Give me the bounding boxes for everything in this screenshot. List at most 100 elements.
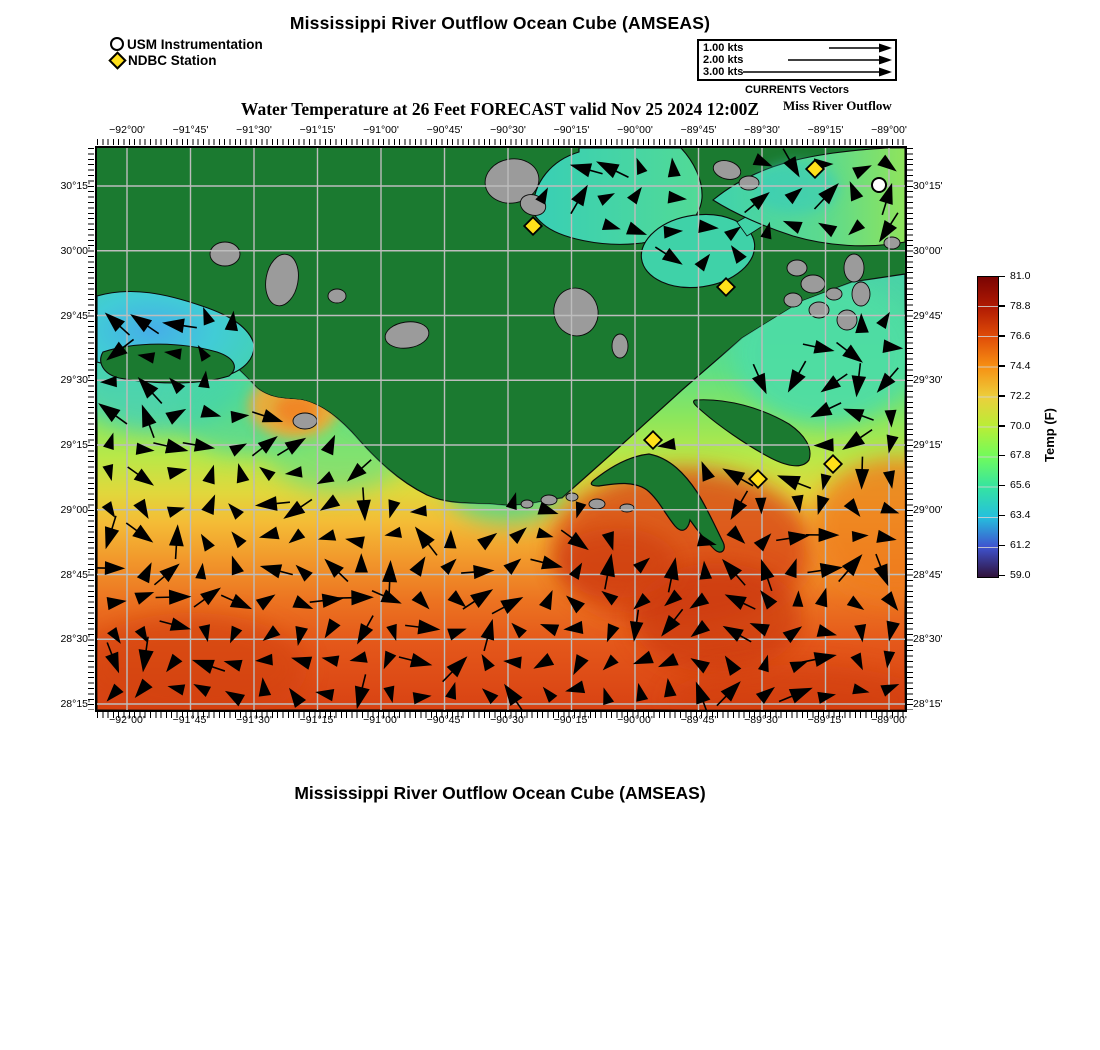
vector-scale-2: 2.00 kts [703,54,744,66]
ndbc-station-marker [747,468,769,490]
region-label: Miss River Outflow [783,98,892,113]
colorbar-tickmark [999,514,1005,517]
left-lat-tick: 29°45' [60,309,90,322]
bottom-lon-tick: −90°00' [617,714,653,726]
figure-caption-title: Mississippi River Outflow Ocean Cube (AM… [294,783,706,803]
top-axis-ticks [97,139,905,145]
right-lat-tick: 30°15' [913,180,943,192]
bottom-lon-tick: −89°15' [807,714,844,726]
top-lon-tick: −90°45' [426,124,463,136]
right-lat-tick: 29°30' [913,374,943,387]
left-lat-tick: 28°30' [60,633,90,646]
chart-title: Mississippi River Outflow Ocean Cube (AM… [289,13,711,33]
map-panel [92,146,907,715]
ndbc-diamond-icon [108,50,127,70]
bottom-lon-tick: −90°45' [426,714,463,726]
colorbar-axis-label: Temp (F) [1042,408,1057,462]
ndbc-station-marker [642,429,664,451]
top-lon-tick: −89°45' [680,124,717,136]
top-lon-tick: −91°45' [172,124,209,136]
right-lat-tick: 28°30' [913,633,943,646]
left-lat-tick: 28°45' [60,568,90,581]
temperature-map [92,147,906,715]
ndbc-station-marker [522,215,544,237]
left-lat-tick: 30°00' [60,244,90,257]
top-lon-tick: −91°15' [299,124,336,136]
bottom-lon-tick: −92°00' [109,714,145,726]
colorbar-tick-value: 61.2 [1010,539,1031,552]
bottom-lon-tick: −90°30' [490,714,526,726]
colorbar-tick-value: 65.6 [1010,479,1031,492]
right-lat-tick: 28°45' [913,568,943,581]
station-markers [522,158,887,490]
left-lat-tick: 29°15' [60,439,90,451]
colorbar-tick-value: 72.2 [1010,389,1031,402]
usm-station-marker [871,177,887,193]
bottom-lon-tick: −90°15' [553,714,590,726]
bottom-lon-tick: −89°45' [680,714,717,726]
colorbar-tickmark [999,365,1005,367]
usm-circle-icon [110,37,124,51]
top-lon-tick: −89°00' [871,124,907,136]
top-lon-tick: −90°15' [553,124,590,136]
left-lat-tick: 29°30' [60,374,90,387]
colorbar-tickmark [999,275,1005,277]
bottom-lon-tick: −91°15' [299,714,336,726]
top-lon-tick: −92°00' [109,124,145,136]
colorbar-tick-value: 59.0 [1010,569,1031,581]
legend-label-ndbc: NDBC Station [128,52,217,68]
right-lat-tick: 29°15' [913,439,943,451]
east-delta-marsh-land [693,399,811,467]
top-lon-tick: −91°00' [363,124,399,136]
colorbar-tickmark [999,395,1005,397]
ndbc-station-marker [822,453,844,475]
bottom-lon-tick: −91°45' [172,714,209,726]
top-lon-tick: −89°15' [807,124,844,136]
colorbar-gridlines [978,277,998,577]
colorbar-tick-value: 74.4 [1010,359,1031,372]
legend-label-usm: USM Instrumentation [127,36,263,52]
current-vector-arrows [92,148,904,715]
right-lat-tick: 30°00' [913,244,943,257]
left-lat-tick: 29°00' [60,503,90,516]
bottom-lon-tick: −91°30' [236,714,272,726]
station-legend: USM Instrumentation NDBC Station [108,36,263,70]
colorbar-tick-value: 81.0 [1010,270,1031,282]
colorbar-tickmark [999,454,1005,457]
right-lat-tick: 29°00' [913,503,943,516]
left-axis-ticks [88,148,94,710]
top-lon-tick: −90°00' [617,124,653,136]
vector-scale-3: 3.00 kts [703,66,744,78]
colorbar-tickmark [999,335,1005,337]
top-lon-tick: −90°30' [490,124,526,136]
vector-scale-arrows-icon [743,43,892,77]
left-lat-tick: 28°15' [60,698,90,710]
ndbc-station-marker [715,276,737,298]
bottom-axis-ticks [97,712,905,718]
legend-item-usm: USM Instrumentation [110,36,263,52]
top-lon-tick: −89°30' [744,124,780,136]
vector-scale-1: 1.00 kts [703,42,744,54]
colorbar-tickmark [999,305,1005,307]
ndbc-station-marker [804,158,826,180]
top-lon-tick: −91°30' [236,124,272,136]
bottom-lon-tick: −89°30' [744,714,780,726]
left-lat-tick: 30°15' [60,180,90,192]
colorbar-tick-value: 70.0 [1010,419,1031,432]
right-lat-tick: 29°45' [913,309,943,322]
chart-subtitle: Water Temperature at 26 Feet FORECAST va… [240,99,760,119]
legend-item-ndbc: NDBC Station [108,50,263,70]
colorbar-tick-value: 78.8 [1010,299,1031,312]
right-axis-ticks [907,148,913,710]
right-lat-tick: 28°15' [913,698,943,710]
vector-scale-legend: 1.00 kts 2.00 kts 3.00 kts [697,39,897,81]
colorbar-tickmark [999,484,1005,487]
colorbar-tickmark [999,544,1005,547]
vector-legend-caption: CURRENTS Vectors [745,84,849,96]
colorbar-tick-value: 76.6 [1010,329,1031,342]
colorbar-tickmark [999,425,1005,427]
colorbar-tickmark [999,574,1005,576]
no-data-gray-patches [209,158,901,513]
colorbar-tick-value: 67.8 [1010,449,1031,462]
